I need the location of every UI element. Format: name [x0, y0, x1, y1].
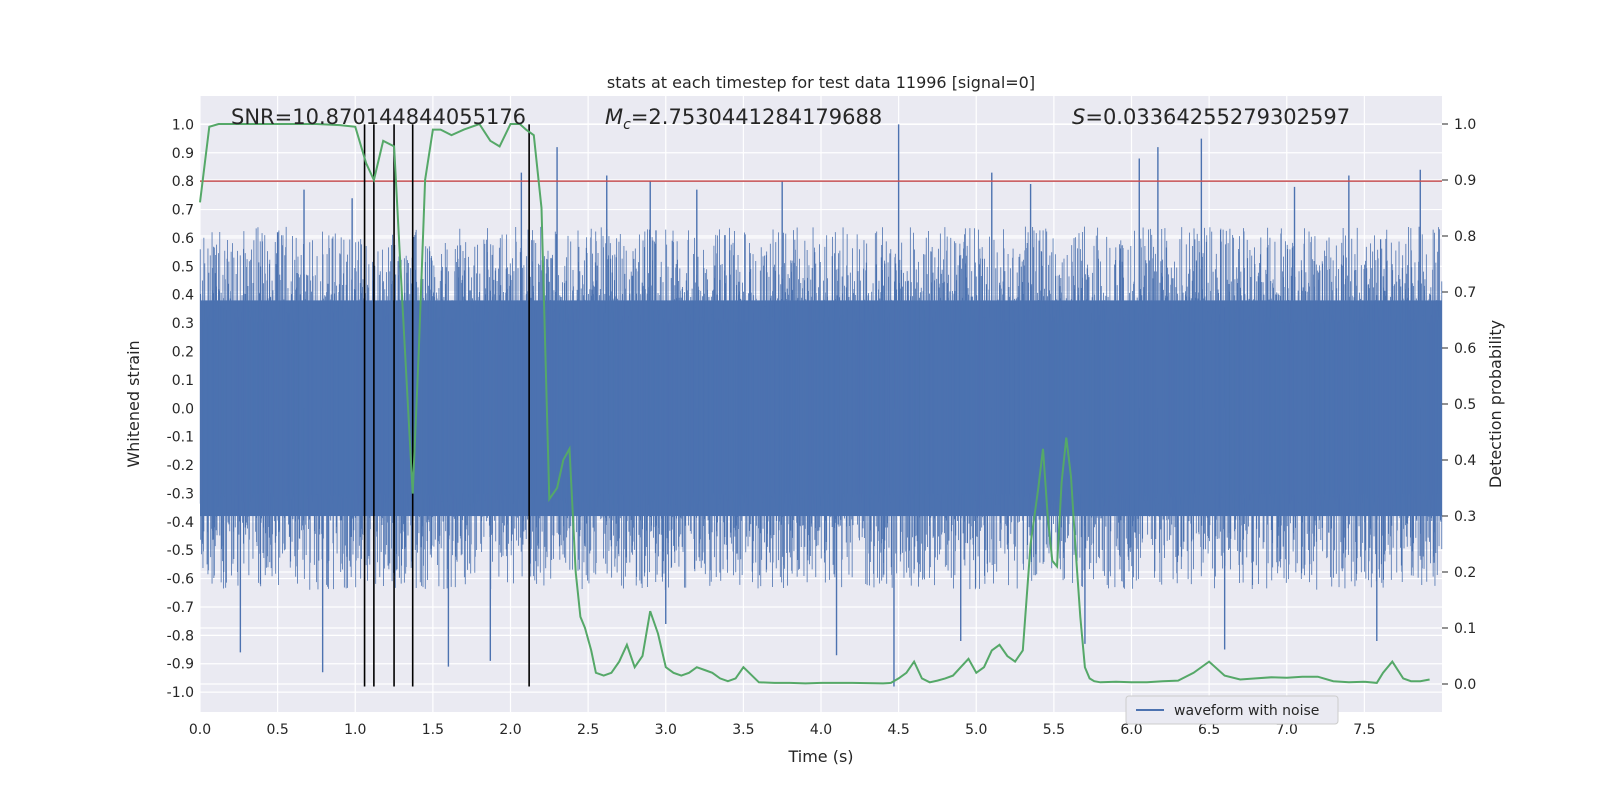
legend-label: waveform with noise: [1174, 703, 1319, 719]
y-tick-label-left: -0.5: [167, 543, 194, 559]
chirp-mass-symbol: M: [605, 105, 623, 129]
s-symbol: S: [1072, 105, 1085, 129]
y-tick-label-right: 0.2: [1454, 565, 1476, 581]
probability-line: [199, 122, 1430, 685]
vertical-markers: [363, 124, 530, 687]
x-tick-label: 0.0: [189, 722, 211, 738]
y-tick-label-left: 0.7: [172, 203, 194, 219]
x-axis-label: Time (s): [787, 747, 853, 766]
x-tick-label: 5.5: [1043, 722, 1065, 738]
y-tick-label-left: 0.6: [172, 231, 194, 247]
y-tick-label-left: -0.9: [167, 657, 194, 673]
waveform-series: [199, 124, 1443, 687]
y-tick-label-right: 0.3: [1454, 509, 1476, 525]
y-tick-label-right: 0.1: [1454, 621, 1476, 637]
axis-ticks: 0.0 0.5 1.0 1.5 2.0 2.5 3.0 3.5 4.0 4.5 5.0 5.5 6.0 6…: [167, 117, 1477, 738]
y-tick-label-left: -0.6: [167, 572, 194, 588]
y-tick-label-right: 0.6: [1454, 341, 1476, 357]
chirp-mass-value: =2.7530441284179688: [631, 105, 882, 129]
s-value: =0.03364255279302597: [1085, 105, 1350, 129]
y-tick-label-right: 0.9: [1454, 173, 1476, 189]
y-tick-label-left: 0.8: [172, 174, 194, 190]
probability-series: [199, 122, 1430, 685]
x-tick-label: 0.5: [266, 722, 288, 738]
y-tick-label-right: 0.8: [1454, 229, 1476, 245]
x-tick-label: 2.0: [499, 722, 521, 738]
y-tick-label-left: -0.4: [167, 515, 194, 531]
legend: waveform with noise: [1125, 695, 1339, 725]
x-tick-label: 7.0: [1276, 722, 1298, 738]
x-tick-label: 5.0: [965, 722, 987, 738]
x-tick-label: 7.5: [1353, 722, 1375, 738]
chirp-mass-annotation: Mc=2.7530441284179688: [605, 105, 882, 133]
x-tick-label: 6.0: [1120, 722, 1142, 738]
y-axis-label-left: Whitened strain: [124, 340, 143, 467]
x-tick-label: 4.5: [887, 722, 909, 738]
x-tick-label: 1.0: [344, 722, 366, 738]
y-tick-label-left: 0.1: [172, 373, 194, 389]
legend-box: [1125, 695, 1339, 725]
y-tick-label-right: 0.7: [1454, 285, 1476, 301]
s-annotation: S=0.03364255279302597: [1072, 105, 1350, 129]
y-tick-label-right: 0.5: [1454, 397, 1476, 413]
y-tick-label-left: 0.3: [172, 316, 194, 332]
x-tick-label: 6.5: [1198, 722, 1220, 738]
y-tick-label-left: -0.7: [167, 600, 194, 616]
y-tick-label-left: -0.2: [167, 458, 194, 474]
y-tick-label-left: 0.0: [172, 401, 194, 417]
y-tick-label-right: 1.0: [1454, 117, 1476, 133]
x-tick-label: 2.5: [577, 722, 599, 738]
x-tick-label: 1.5: [422, 722, 444, 738]
y-tick-label-left: 1.0: [172, 117, 194, 133]
y-tick-label-left: -1.0: [167, 685, 194, 701]
x-tick-label: 3.5: [732, 722, 754, 738]
y-tick-label-left: 0.4: [172, 288, 194, 304]
y-tick-label-left: -0.3: [167, 486, 194, 502]
y-tick-label-right: 0.4: [1454, 453, 1476, 469]
snr-annotation: SNR=10.870144844055176: [231, 105, 526, 129]
y-tick-label-left: -0.8: [167, 628, 194, 644]
y-tick-label-right: 0.0: [1454, 677, 1476, 693]
chart-title: stats at each timestep for test data 119…: [607, 73, 1035, 92]
y-tick-label-left: 0.9: [172, 146, 194, 162]
y-tick-label-left: 0.5: [172, 259, 194, 275]
chirp-mass-subscript: c: [623, 117, 631, 133]
x-tick-label: 3.0: [655, 722, 677, 738]
y-tick-label-left: 0.2: [172, 344, 194, 360]
x-tick-label: 4.0: [810, 722, 832, 738]
y-tick-label-left: -0.1: [167, 430, 194, 446]
y-axis-label-right: Detection probability: [1486, 320, 1505, 488]
